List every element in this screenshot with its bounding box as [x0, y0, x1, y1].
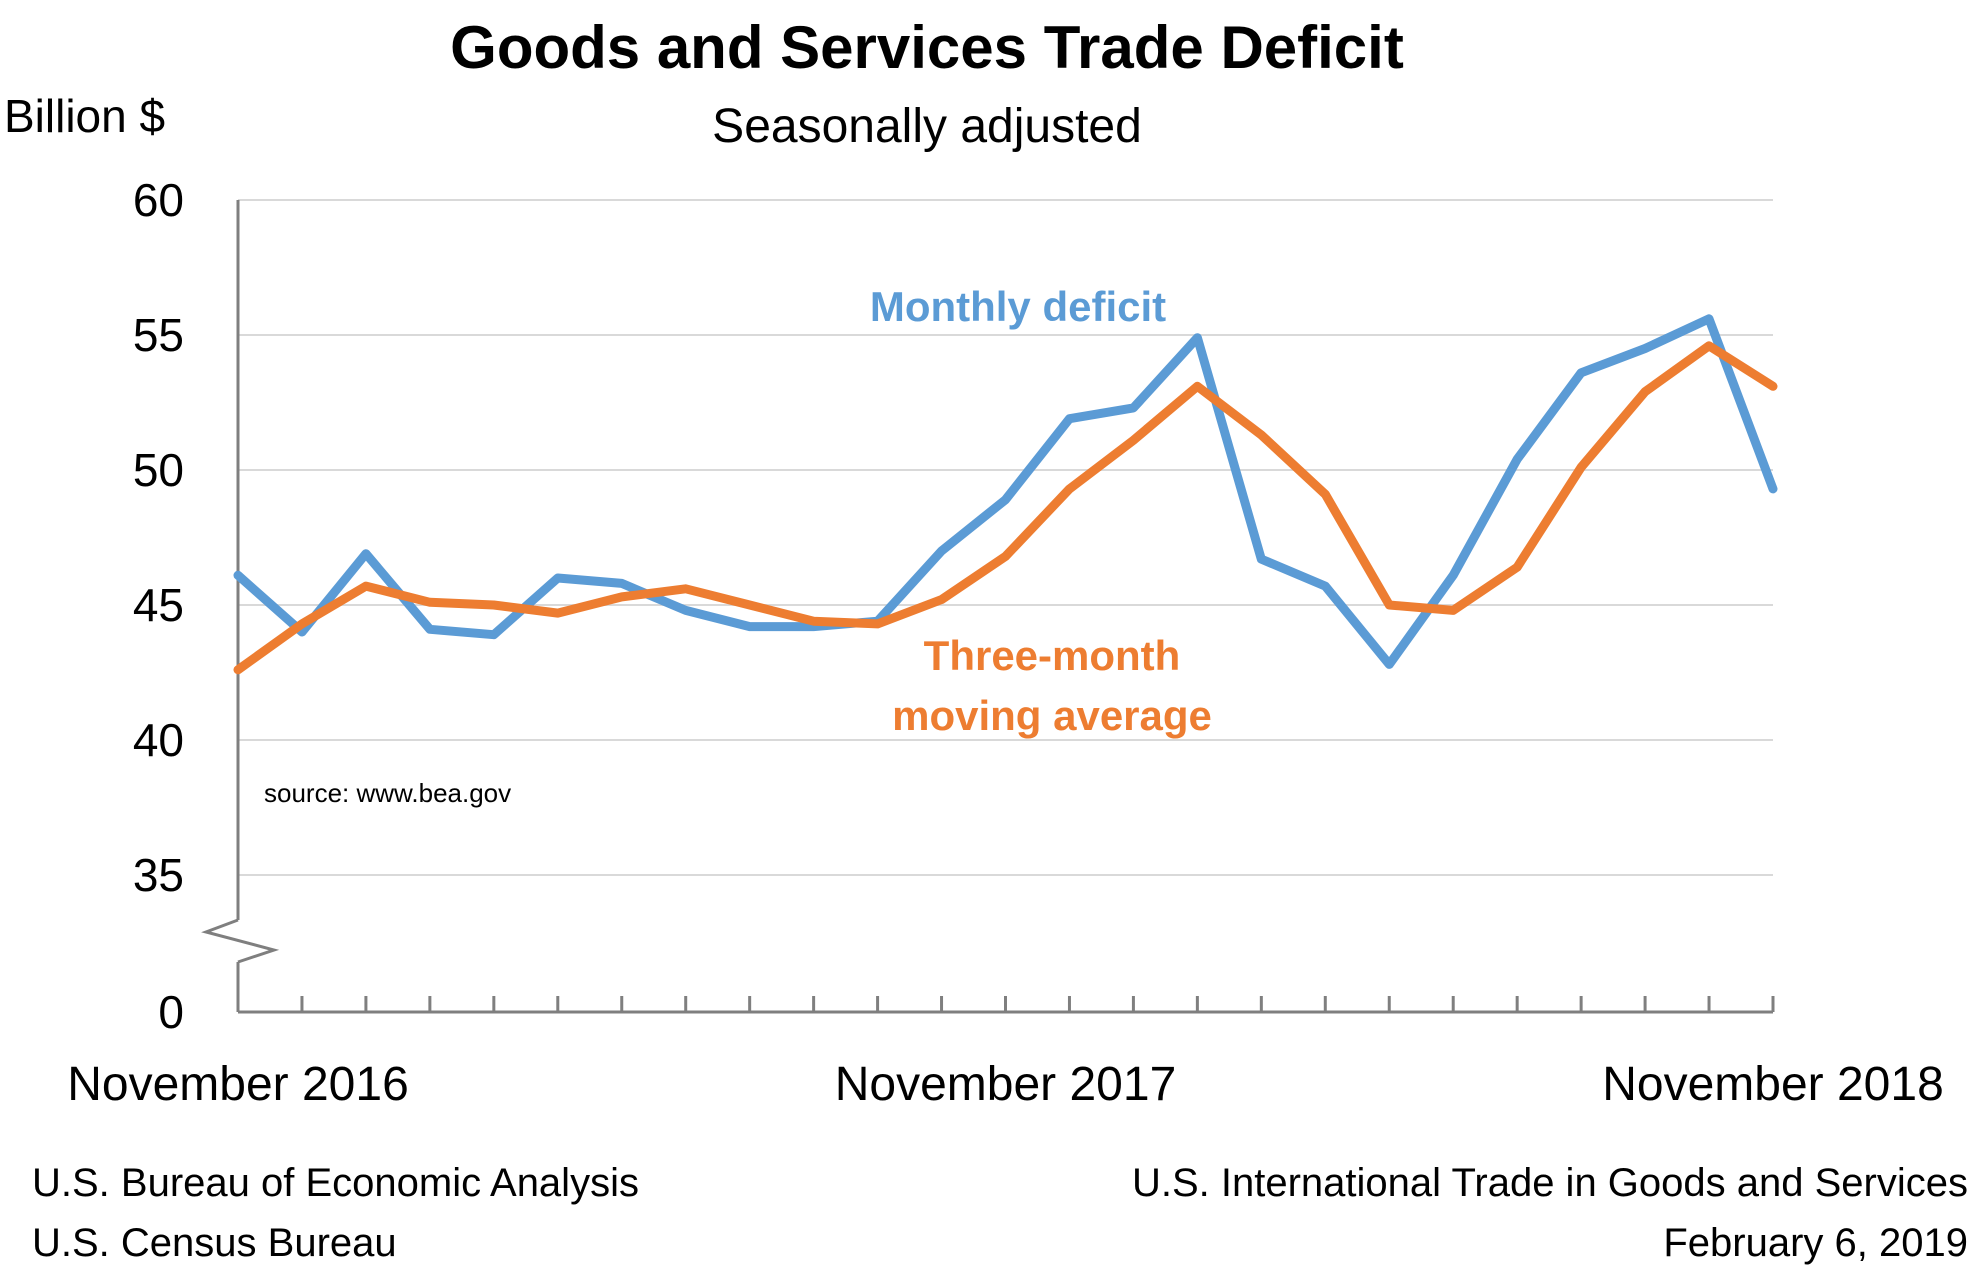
y-axis-label: Billion $	[4, 90, 165, 142]
x-tick-label: November 2016	[67, 1058, 409, 1111]
x-tick-marks	[236, 996, 1775, 1012]
footer-agency-line1: U.S. Bureau of Economic Analysis	[32, 1161, 639, 1205]
series-line-moving-average	[233, 341, 1778, 675]
source-annotation: source: www.bea.gov	[264, 778, 511, 808]
footer-release-title: U.S. International Trade in Goods and Se…	[1132, 1161, 1968, 1205]
y-tick-label: 0	[158, 986, 184, 1038]
y-tick-label: 50	[133, 444, 184, 496]
y-tick-label: 60	[133, 174, 184, 226]
x-tick-label: November 2017	[835, 1058, 1177, 1111]
series-label-average-line2: moving average	[892, 692, 1212, 739]
chart-subtitle: Seasonally adjusted	[712, 100, 1142, 153]
series-label-monthly: Monthly deficit	[870, 283, 1166, 330]
y-tick-label: 40	[133, 714, 184, 766]
x-tick-labels: November 2016 November 2017 November 2018	[67, 1058, 1944, 1111]
series-lines	[233, 314, 1778, 675]
y-tick-label: 45	[133, 579, 184, 631]
series-label-average-line1: Three-month	[924, 632, 1181, 679]
chart-title: Goods and Services Trade Deficit	[450, 14, 1404, 81]
footer-release-date: February 6, 2019	[1663, 1221, 1968, 1265]
y-tick-labels: 60 55 50 45 40 35 0	[133, 174, 184, 1038]
axis-break-mark	[201, 918, 280, 964]
series-line-monthly-deficit	[233, 314, 1778, 669]
footer-agency-line2: U.S. Census Bureau	[32, 1221, 397, 1265]
y-tick-label: 35	[133, 849, 184, 901]
x-tick-label: November 2018	[1602, 1058, 1944, 1111]
y-tick-label: 55	[133, 309, 184, 361]
